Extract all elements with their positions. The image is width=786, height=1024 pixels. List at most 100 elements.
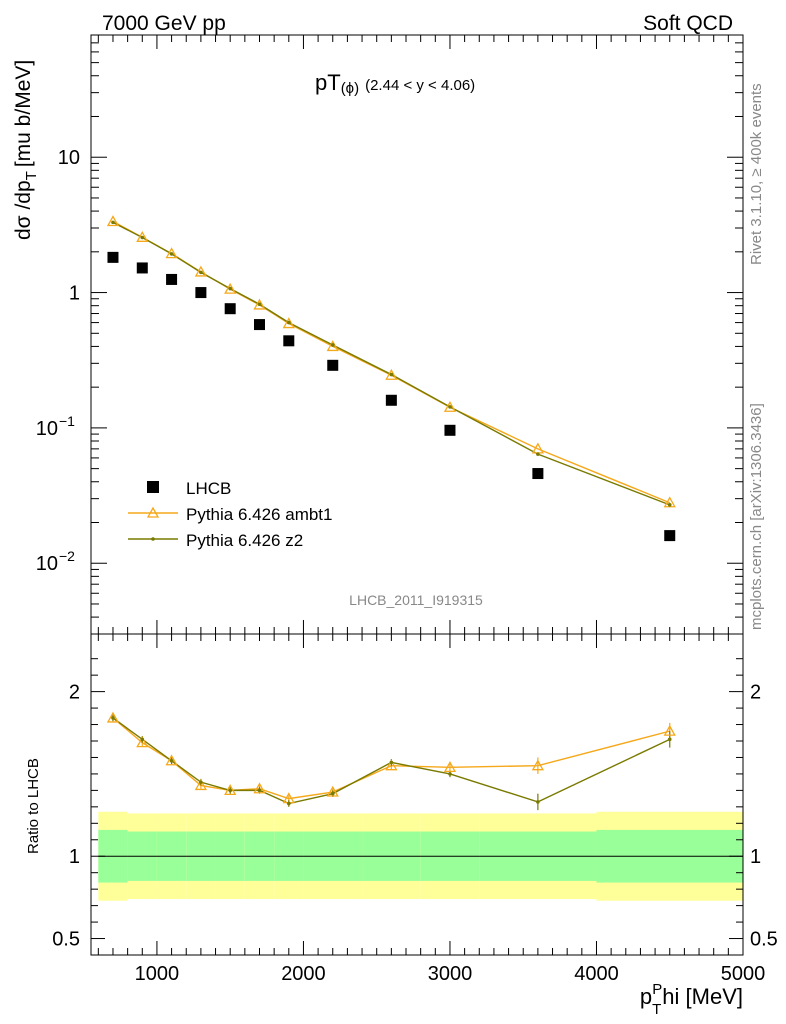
y-tick-label-exponent: −2 bbox=[59, 548, 75, 564]
x-tick-label: 1000 bbox=[135, 963, 180, 985]
z2-ratio-point bbox=[257, 788, 262, 793]
lhcb-point bbox=[444, 424, 456, 436]
ambt1-ratio-point bbox=[165, 754, 178, 766]
ambt1-point bbox=[282, 317, 295, 329]
ambt1-ratio-point bbox=[443, 760, 457, 772]
rivet-label: Rivet 3.1.10, ≥ 400k events bbox=[748, 83, 765, 265]
legend-label-lhcb: LHCB bbox=[186, 479, 231, 498]
ambt1-ratio-point bbox=[224, 784, 237, 796]
y-axis-label-sub: T bbox=[23, 171, 40, 180]
ratio-y-tick-label-right: 0.5 bbox=[750, 929, 778, 951]
ambt1-ratio-point bbox=[136, 736, 149, 748]
z2-ratio-point bbox=[286, 801, 291, 806]
ambt1-point bbox=[385, 368, 398, 380]
ambt1-point bbox=[136, 230, 149, 242]
z2-ratio-point bbox=[536, 800, 540, 804]
analysis-watermark: LHCB_2011_I919315 bbox=[349, 592, 483, 608]
ratio-frame bbox=[90, 633, 744, 956]
ambt1-ratio-point bbox=[531, 759, 544, 771]
x-tick-label: 4000 bbox=[574, 963, 619, 985]
z2-point bbox=[330, 343, 335, 347]
ambt1-point bbox=[253, 298, 266, 310]
legend-marker-z2 bbox=[151, 537, 155, 541]
ambt1-point bbox=[165, 247, 178, 259]
lhcb-point bbox=[136, 262, 148, 274]
ratio-y-tick-label: 2 bbox=[69, 682, 80, 704]
lhcb-point bbox=[385, 394, 397, 406]
ambt1-point bbox=[194, 265, 207, 277]
ratio-y-tick-label: 1 bbox=[69, 846, 80, 868]
z2-point bbox=[199, 270, 203, 275]
x-axis-label: pTPhi [MeV] bbox=[640, 981, 743, 1018]
y-tick-label: 10 bbox=[36, 418, 58, 440]
z2-point bbox=[286, 320, 291, 325]
ratio-y-tick-label-right: 1 bbox=[750, 846, 761, 868]
ambt1-ratio-point bbox=[194, 779, 207, 791]
ambt1-point bbox=[326, 340, 339, 352]
lhcb-point bbox=[283, 335, 295, 347]
z2-point bbox=[536, 452, 540, 456]
z2-point bbox=[667, 503, 672, 507]
ambt1-ratio-point bbox=[663, 724, 676, 736]
z2-point bbox=[169, 252, 174, 256]
z2-ratio-point bbox=[330, 791, 335, 796]
chart-title-sub: (ϕ) bbox=[341, 80, 359, 97]
ratio-y-tick-label-right: 2 bbox=[750, 682, 761, 704]
ambt1-ratio-point bbox=[385, 759, 398, 771]
y-tick-label: 10 bbox=[36, 553, 58, 575]
ambt1-line bbox=[112, 220, 671, 504]
x-axis-label-sup: P bbox=[652, 981, 662, 998]
x-axis-label-sub: T bbox=[652, 1001, 661, 1018]
lhcb-point bbox=[166, 273, 178, 285]
y-tick-label: 10 bbox=[58, 147, 80, 169]
y-axis-label: dσ /dpT [mu b/MeV] bbox=[12, 60, 40, 240]
z2-ratio-point bbox=[448, 772, 452, 776]
x-tick-label: 3000 bbox=[428, 963, 473, 985]
y-axis-label-unit: [mu b/MeV] bbox=[12, 60, 35, 167]
legend-marker-lhcb bbox=[147, 481, 159, 493]
ambt1-ratio-line bbox=[112, 717, 670, 800]
z2-ratio-line bbox=[112, 717, 671, 805]
z2-point bbox=[448, 405, 452, 409]
x-axis-label-main: p bbox=[640, 984, 652, 1009]
z2-point bbox=[111, 220, 115, 225]
ambt1-ratio-point bbox=[106, 711, 120, 723]
z2-ratio-point bbox=[111, 716, 115, 720]
x-axis-label-rest: hi [MeV] bbox=[662, 984, 743, 1009]
z2-point bbox=[140, 235, 145, 240]
z2-point bbox=[228, 286, 232, 291]
z2-ratio-point bbox=[389, 760, 394, 765]
legend: LHCB Pythia 6.426 ambt1 Pythia 6.426 z2 bbox=[128, 479, 332, 550]
y-tick-label-exponent: −1 bbox=[59, 413, 75, 429]
ambt1-point bbox=[663, 496, 676, 508]
y-axis-label-main: dσ /dp bbox=[12, 180, 35, 240]
lhcb-point bbox=[253, 319, 265, 331]
z2-ratio-point bbox=[667, 737, 672, 742]
ratio-y-axis-label: Ratio to LHCB bbox=[25, 758, 42, 854]
legend-label-z2: Pythia 6.426 z2 bbox=[186, 531, 303, 550]
x-tick-label: 2000 bbox=[281, 963, 326, 985]
z2-line bbox=[112, 221, 670, 506]
lhcb-point bbox=[195, 287, 207, 299]
y-tick-label: 1 bbox=[69, 283, 80, 305]
header-right: Soft QCD bbox=[643, 12, 733, 35]
chart-title-range: (2.44 < y < 4.06) bbox=[365, 77, 475, 94]
ambt1-point bbox=[106, 215, 120, 227]
ambt1-point bbox=[443, 400, 457, 412]
z2-ratio-point bbox=[228, 788, 232, 793]
z2-point bbox=[257, 302, 262, 307]
source-label: mcplots.cern.ch [arXiv:1306.3436] bbox=[748, 403, 765, 630]
chart-title-main: pT bbox=[315, 70, 341, 95]
z2-ratio-point bbox=[169, 758, 174, 763]
x-tick-label: 5000 bbox=[721, 963, 766, 985]
z2-point bbox=[389, 372, 394, 377]
chart-title: pT(ϕ) (2.44 < y < 4.06) bbox=[315, 70, 475, 97]
legend-label-ambt1: Pythia 6.426 ambt1 bbox=[186, 505, 332, 524]
legend-marker-ambt1 bbox=[146, 506, 160, 518]
lhcb-point bbox=[664, 530, 676, 542]
lhcb-point bbox=[327, 359, 339, 371]
lhcb-point bbox=[224, 303, 236, 315]
ambt1-ratio-point bbox=[253, 782, 266, 794]
